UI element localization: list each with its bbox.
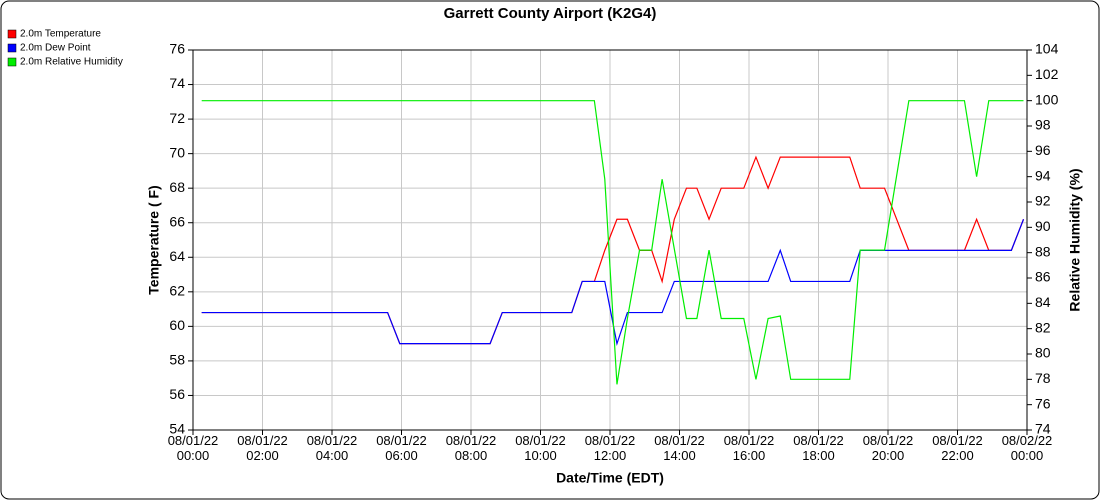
y2-tick-label: 74 — [1035, 421, 1051, 437]
y-tick-label: 62 — [169, 283, 185, 299]
data-line — [201, 100, 1024, 385]
y2-tick-label: 86 — [1035, 269, 1051, 285]
y-tick-label: 68 — [169, 179, 185, 195]
x-tick-label: 08/01/22 00:00 — [168, 433, 219, 463]
x-tick-label: 08/01/22 20:00 — [863, 433, 914, 463]
legend-swatch — [7, 57, 17, 67]
y2-tick-label: 98 — [1035, 117, 1051, 133]
y2-tick-label: 102 — [1035, 66, 1059, 82]
x-axis-title: Date/Time (EDT) — [556, 470, 664, 486]
y2-tick-label: 76 — [1035, 395, 1051, 411]
x-tick-label: 08/01/22 12:00 — [585, 433, 636, 463]
x-tick-label: 08/01/22 16:00 — [724, 433, 775, 463]
legend-swatch — [7, 29, 17, 39]
x-tick-label: 08/01/22 08:00 — [446, 433, 497, 463]
y2-tick-label: 104 — [1035, 41, 1059, 57]
y2-tick-label: 90 — [1035, 218, 1051, 234]
x-tick-label: 08/01/22 10:00 — [515, 433, 566, 463]
y-tick-label: 58 — [169, 352, 185, 368]
y2-tick-label: 78 — [1035, 370, 1051, 386]
y-axis-title: Temperature ( F) — [146, 185, 162, 294]
y-tick-label: 60 — [169, 317, 185, 333]
y2-tick-label: 80 — [1035, 345, 1051, 361]
x-tick-label: 08/02/22 00:00 — [1002, 433, 1053, 463]
legend-label: 2.0m Dew Point — [20, 43, 91, 54]
chart-title: Garrett County Airport (K2G4) — [444, 5, 657, 22]
y2-tick-label: 82 — [1035, 319, 1051, 335]
y2-tick-label: 94 — [1035, 167, 1051, 183]
y-tick-label: 76 — [169, 41, 185, 57]
y-tick-label: 72 — [169, 110, 185, 126]
y-tick-label: 64 — [169, 248, 185, 264]
x-tick-label: 08/01/22 02:00 — [237, 433, 288, 463]
x-tick-label: 08/01/22 06:00 — [376, 433, 427, 463]
x-tick-label: 08/01/22 14:00 — [654, 433, 705, 463]
y-tick-label: 54 — [169, 421, 185, 437]
plot-border — [192, 49, 1028, 431]
legend-label: 2.0m Relative Humidity — [20, 57, 123, 68]
y2-tick-label: 84 — [1035, 294, 1051, 310]
y-tick-label: 66 — [169, 213, 185, 229]
y-tick-label: 70 — [169, 144, 185, 160]
y2-tick-label: 100 — [1035, 91, 1059, 107]
y2-tick-label: 88 — [1035, 243, 1051, 259]
x-tick-label: 08/01/22 22:00 — [932, 433, 983, 463]
x-tick-label: 08/01/22 04:00 — [307, 433, 358, 463]
y-tick-label: 56 — [169, 386, 185, 402]
legend-swatch — [7, 43, 17, 53]
legend-label: 2.0m Temperature — [20, 29, 101, 40]
data-line — [201, 219, 1025, 346]
y2-tick-label: 96 — [1035, 142, 1051, 158]
y2-axis-title: Relative Humidity (%) — [1067, 168, 1083, 311]
x-tick-label: 08/01/22 18:00 — [793, 433, 844, 463]
y2-tick-label: 92 — [1035, 193, 1051, 209]
y-tick-label: 74 — [169, 75, 185, 91]
